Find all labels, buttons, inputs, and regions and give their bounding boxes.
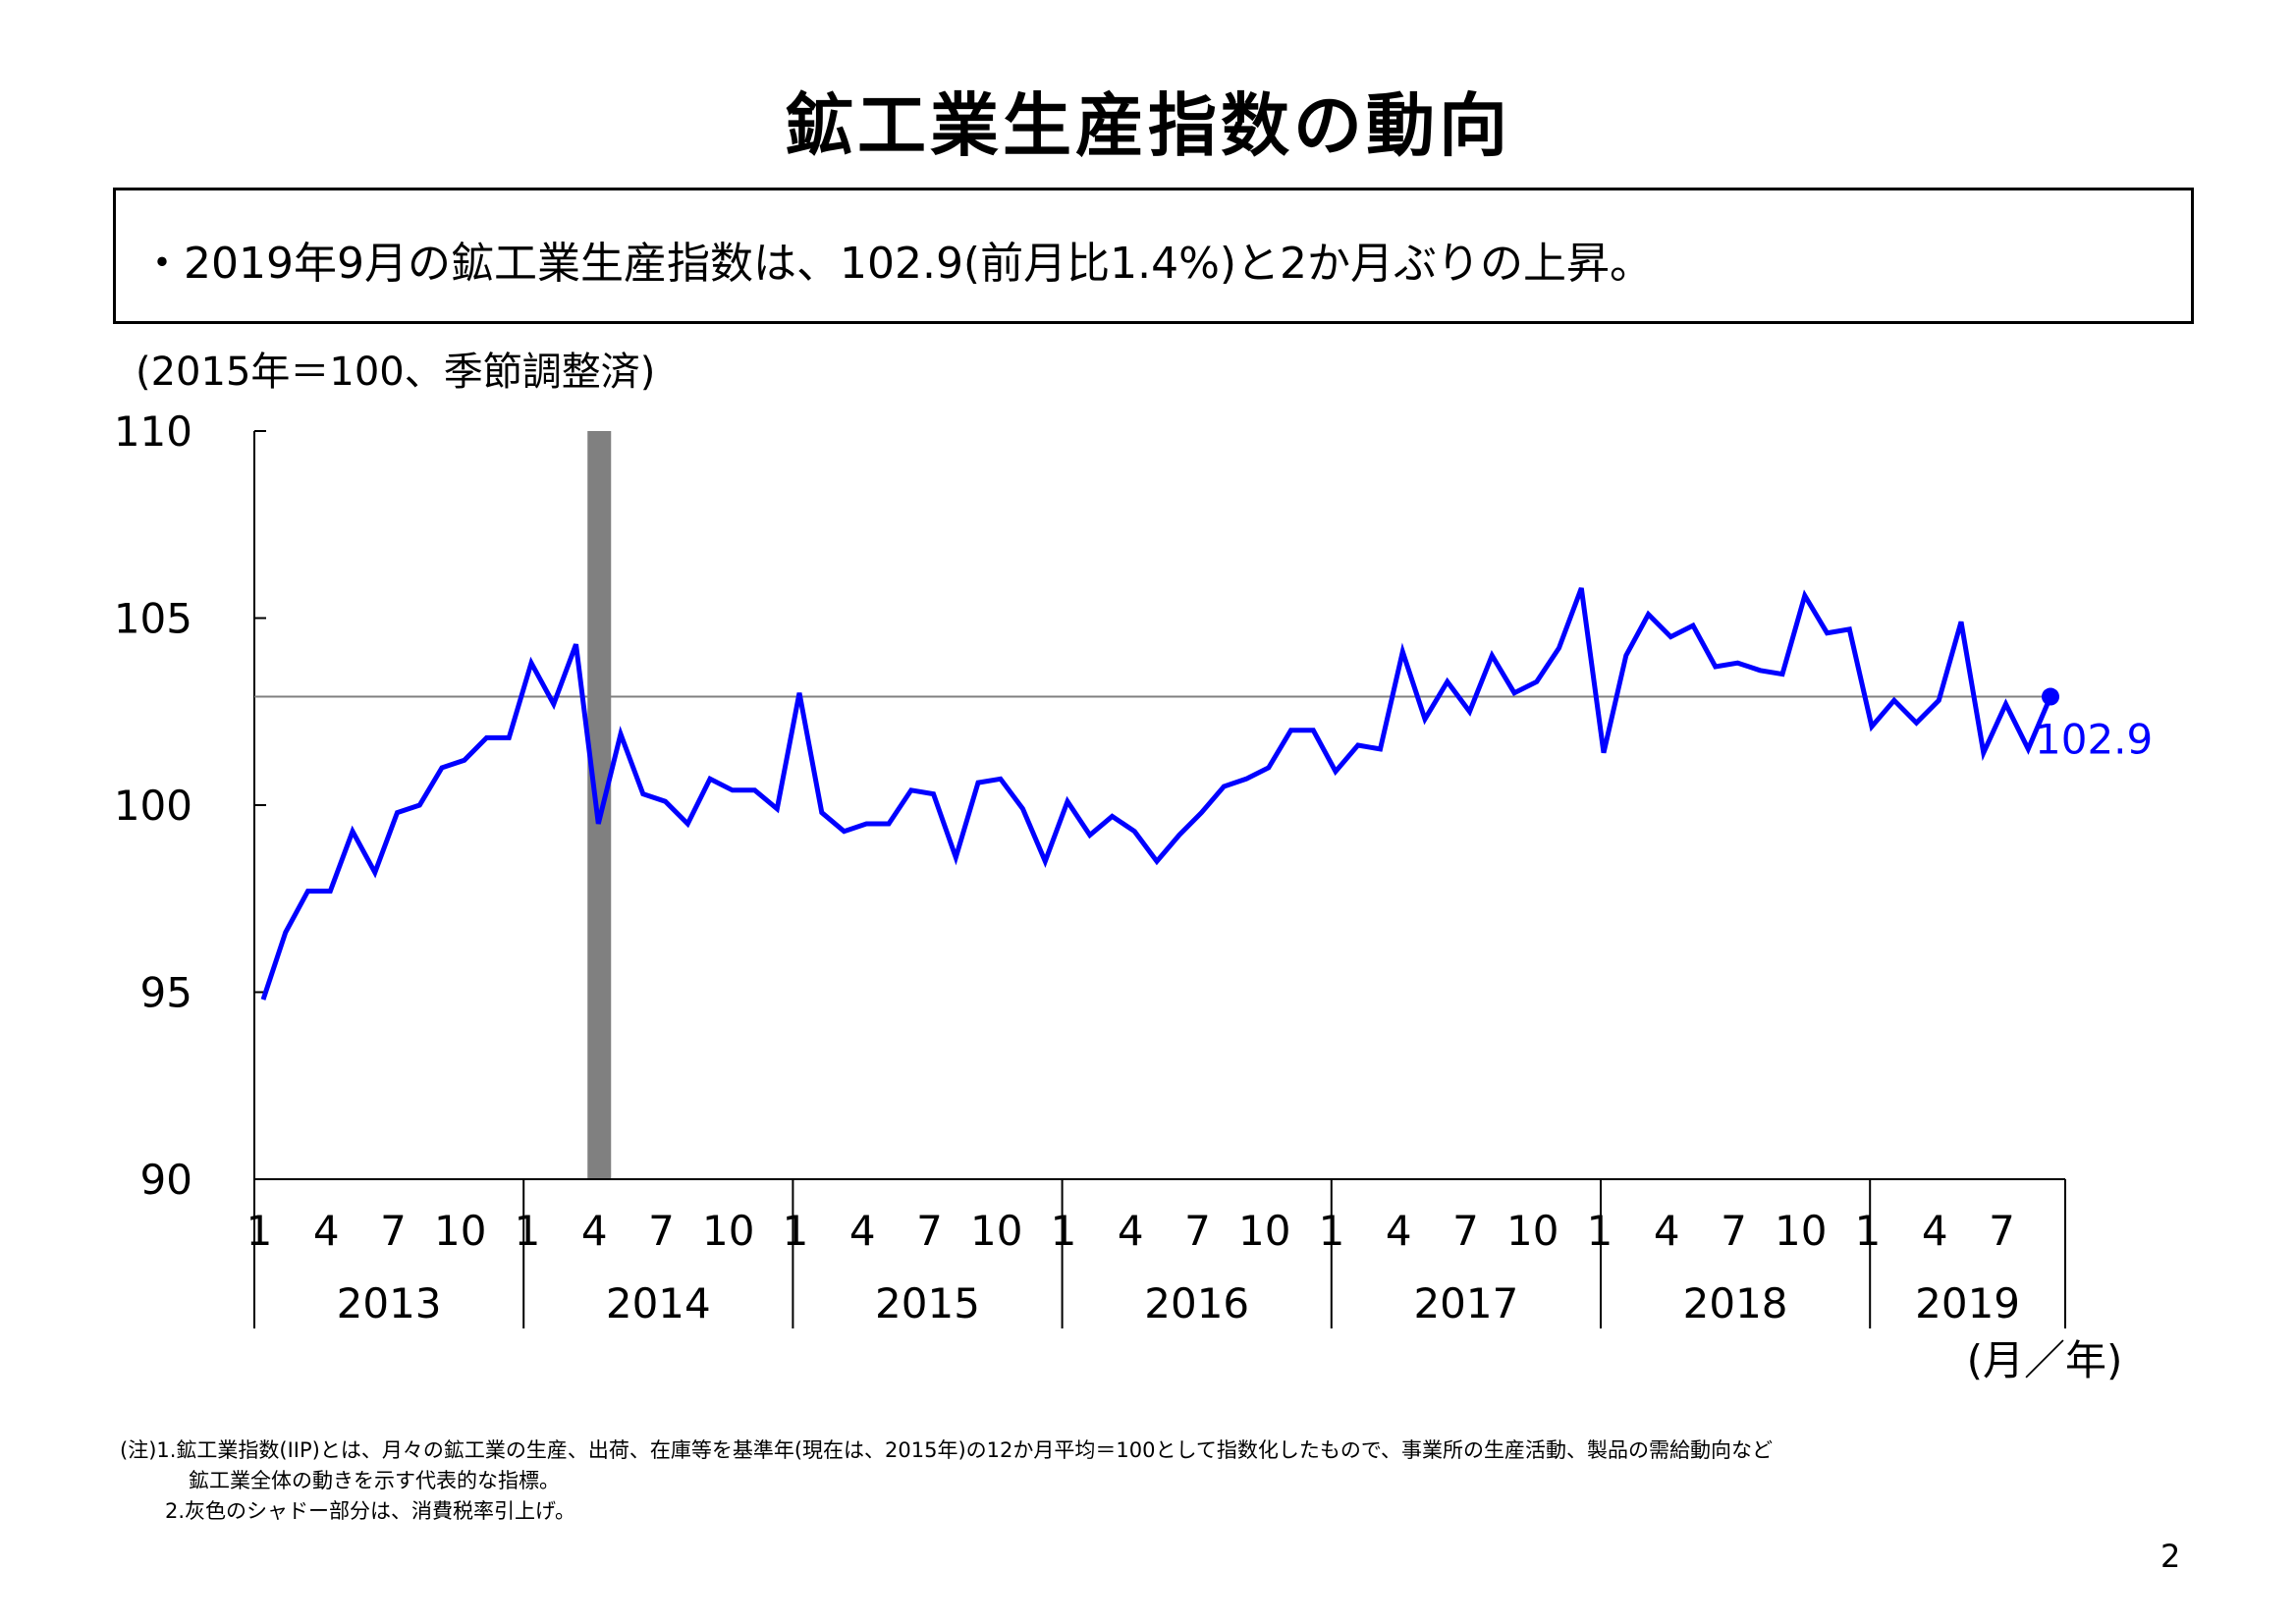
- summary-box: ・2019年9月の鉱工業生産指数は、102.9(前月比1.4%)と2か月ぶりの上…: [113, 188, 2194, 324]
- footnotes: (注)1.鉱工業指数(IIP)とは、月々の鉱工業の生産、出荷、在庫等を基準年(現…: [120, 1435, 1773, 1527]
- y-tick-label: 105: [114, 595, 192, 643]
- month-tick-label: 4: [849, 1207, 876, 1255]
- month-tick-label: 1: [246, 1207, 273, 1255]
- year-label: 2018: [1683, 1279, 1788, 1327]
- month-tick-label: 7: [1721, 1207, 1747, 1255]
- month-tick-label: 1: [515, 1207, 541, 1255]
- month-tick-label: 10: [434, 1207, 486, 1255]
- month-tick-label: 7: [1184, 1207, 1211, 1255]
- unit-note: (2015年＝100、季節調整済): [136, 350, 655, 395]
- page-number: 2: [2160, 1538, 2181, 1575]
- y-tick-label: 100: [114, 782, 192, 830]
- month-tick-label: 1: [783, 1207, 809, 1255]
- page-title: 鉱工業生産指数の動向: [785, 85, 1511, 166]
- month-tick-label: 7: [1989, 1207, 2015, 1255]
- month-tick-label: 7: [916, 1207, 943, 1255]
- month-tick-label: 7: [380, 1207, 407, 1255]
- year-label: 2016: [1144, 1279, 1249, 1327]
- latest-point: [2042, 687, 2059, 706]
- month-tick-label: 1: [1855, 1207, 1882, 1255]
- y-tick-label: 90: [140, 1156, 192, 1204]
- year-label: 2014: [606, 1279, 711, 1327]
- month-tick-label: 1: [1051, 1207, 1077, 1255]
- summary-text: ・2019年9月の鉱工業生産指数は、102.9(前月比1.4%)と2か月ぶりの上…: [140, 239, 1654, 289]
- series-line: [260, 587, 2053, 1001]
- x-axis-label: (月／年): [1967, 1336, 2123, 1384]
- month-tick-label: 4: [1922, 1207, 1948, 1255]
- month-tick-label: 4: [1386, 1207, 1412, 1255]
- month-tick-label: 10: [970, 1207, 1022, 1255]
- month-tick-label: 7: [1452, 1207, 1479, 1255]
- month-tick-label: 1: [1587, 1207, 1613, 1255]
- month-tick-label: 4: [313, 1207, 340, 1255]
- footnote-1: (注)1.鉱工業指数(IIP)とは、月々の鉱工業の生産、出荷、在庫等を基準年(現…: [120, 1438, 1774, 1462]
- tax-hike-shade: [587, 431, 612, 1179]
- y-tick-label: 110: [114, 407, 192, 456]
- month-tick-label: 10: [702, 1207, 754, 1255]
- year-label: 2013: [337, 1279, 442, 1327]
- month-tick-label: 10: [1238, 1207, 1290, 1255]
- month-tick-label: 10: [1506, 1207, 1558, 1255]
- month-tick-label: 1: [1319, 1207, 1345, 1255]
- year-label: 2015: [875, 1279, 980, 1327]
- month-tick-label: 7: [648, 1207, 675, 1255]
- year-label: 2019: [1915, 1279, 2020, 1327]
- latest-value-label: 102.9: [2035, 716, 2153, 764]
- y-tick-label: 95: [140, 969, 192, 1017]
- month-tick-label: 4: [1654, 1207, 1680, 1255]
- year-label: 2017: [1413, 1279, 1518, 1327]
- month-tick-label: 4: [1118, 1207, 1144, 1255]
- footnote-1-continued: 鉱工業全体の動きを示す代表的な指標。: [189, 1469, 560, 1492]
- footnote-2: 2.灰色のシャドー部分は、消費税率引上げ。: [165, 1499, 575, 1523]
- month-tick-label: 10: [1775, 1207, 1827, 1255]
- month-tick-label: 4: [581, 1207, 608, 1255]
